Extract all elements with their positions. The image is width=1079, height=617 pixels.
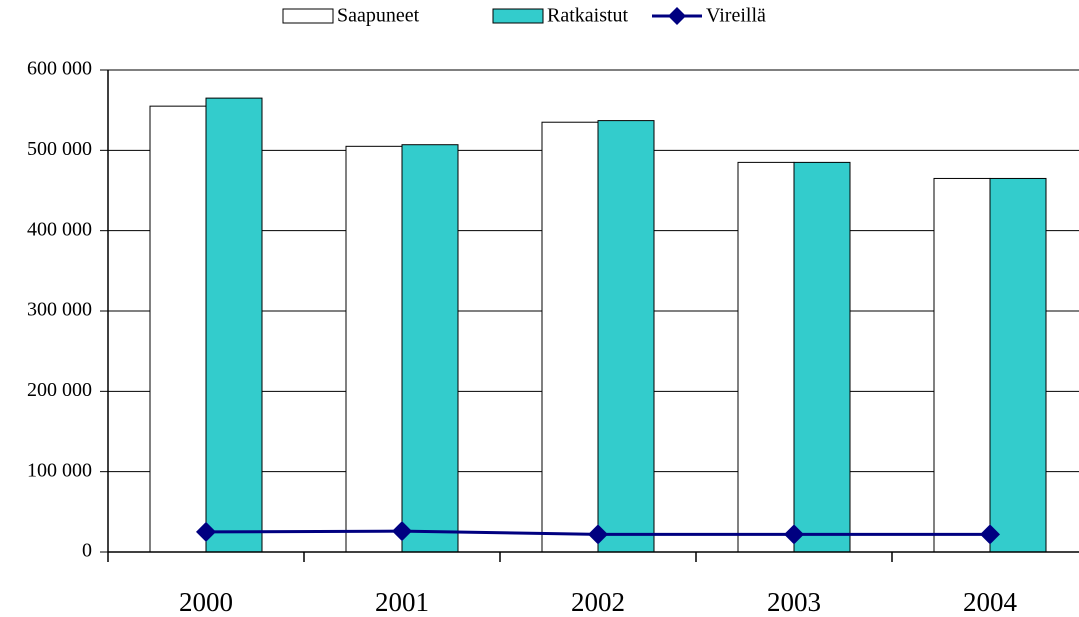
- y-tick-label: 0: [82, 540, 92, 562]
- bar: [149, 105, 207, 553]
- y-tick-label: 100 000: [27, 459, 92, 481]
- legend-label: Vireillä: [706, 5, 766, 27]
- x-tick-label: 2003: [767, 587, 821, 617]
- bar: [597, 120, 655, 553]
- bar: [205, 97, 263, 553]
- bar: [989, 177, 1047, 553]
- bar: [345, 145, 403, 553]
- x-tick-label: 2001: [375, 587, 429, 617]
- line-marker: [588, 524, 608, 545]
- legend-swatch: [492, 8, 544, 24]
- bar: [737, 161, 795, 553]
- y-tick-label: 400 000: [27, 218, 92, 240]
- y-tick-label: 300 000: [27, 299, 92, 321]
- legend-marker: [668, 7, 686, 25]
- y-tick-label: 600 000: [27, 58, 92, 80]
- y-tick-label: 500 000: [27, 138, 92, 160]
- legend-label: Ratkaistut: [547, 5, 629, 27]
- line-marker: [980, 524, 1000, 545]
- line-marker: [784, 524, 804, 545]
- bar: [793, 161, 851, 553]
- bar: [933, 177, 991, 553]
- x-tick-label: 2002: [571, 587, 625, 617]
- y-tick-label: 200 000: [27, 379, 92, 401]
- legend-swatch: [282, 8, 334, 24]
- bar: [541, 121, 599, 553]
- x-tick-label: 2000: [179, 587, 233, 617]
- bar: [401, 144, 459, 553]
- line-marker: [392, 521, 412, 542]
- line-marker: [196, 521, 216, 542]
- x-tick-label: 2004: [963, 587, 1018, 617]
- legend-label: Saapuneet: [337, 5, 420, 27]
